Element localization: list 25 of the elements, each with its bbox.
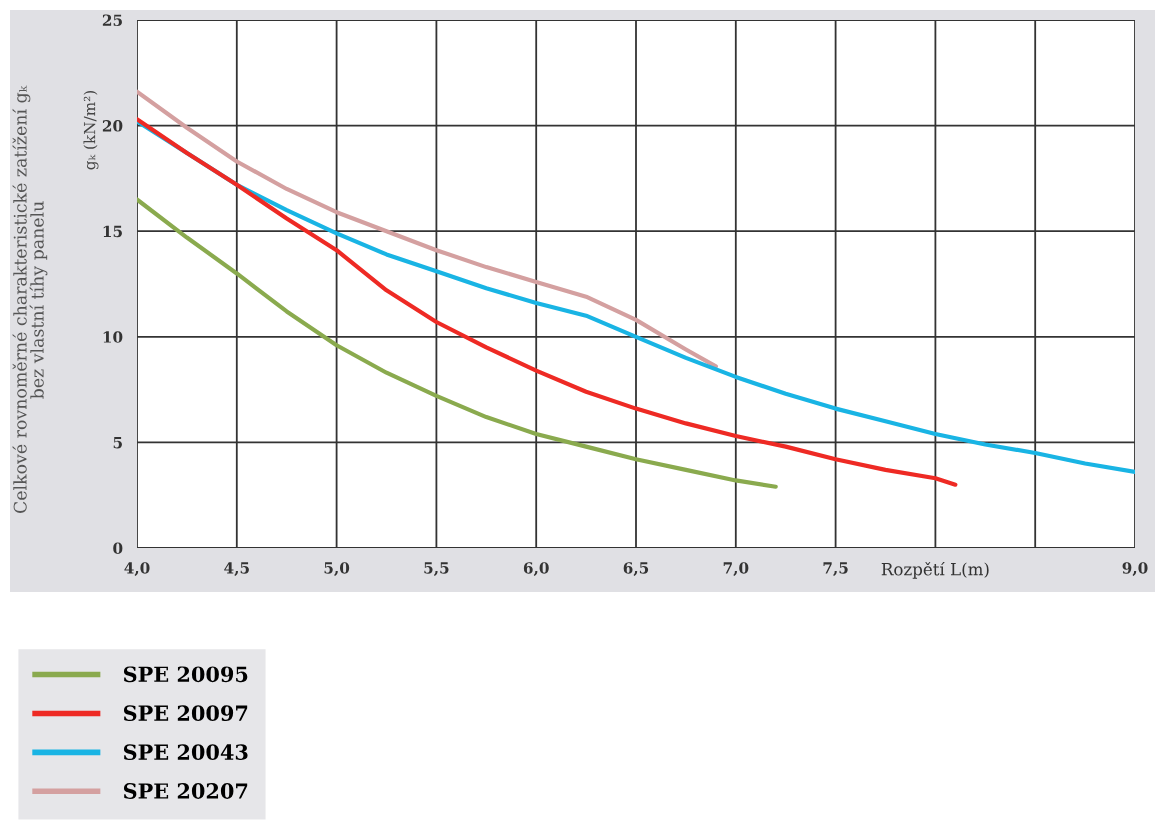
- x-tick-label: 6,5: [623, 562, 649, 577]
- y-tick-label: 5: [113, 437, 122, 449]
- x-tick-label: 4,0: [124, 562, 150, 577]
- x-tick-label: 6,0: [523, 562, 549, 577]
- legend-label: SPE 20207: [123, 783, 248, 799]
- x-tick-label: 9,0: [1122, 562, 1148, 577]
- x-tick-label: 7,5: [823, 562, 848, 577]
- x-tick-label: 5,5: [424, 562, 449, 577]
- line-series: [137, 89, 718, 369]
- line-series: [137, 117, 958, 487]
- text: gₖ (kN/m²): [83, 90, 99, 170]
- legend-label: SPE 20043: [123, 744, 248, 760]
- legend-label: SPE 20095: [123, 666, 248, 683]
- y-tick-label: 20: [102, 120, 123, 132]
- line-series: [137, 197, 778, 489]
- y-tick-label: 15: [103, 225, 122, 238]
- x-tick-label: 4,5: [224, 562, 249, 577]
- y-tick-label: 0: [113, 542, 123, 555]
- x-tick-label: Rozpětí L(m): [881, 561, 989, 579]
- y-axis-title: Celkové rovnoměrné charakteristické zatížení gₖ bez vlastní tíhy panelu: [12, 85, 48, 514]
- y-tick-label: 10: [103, 331, 123, 343]
- x-tick-label: 5,0: [324, 562, 350, 577]
- y-tick-label: 25: [102, 14, 122, 27]
- x-tick-label: 7,0: [723, 562, 749, 577]
- legend-label: SPE 20097: [123, 705, 248, 722]
